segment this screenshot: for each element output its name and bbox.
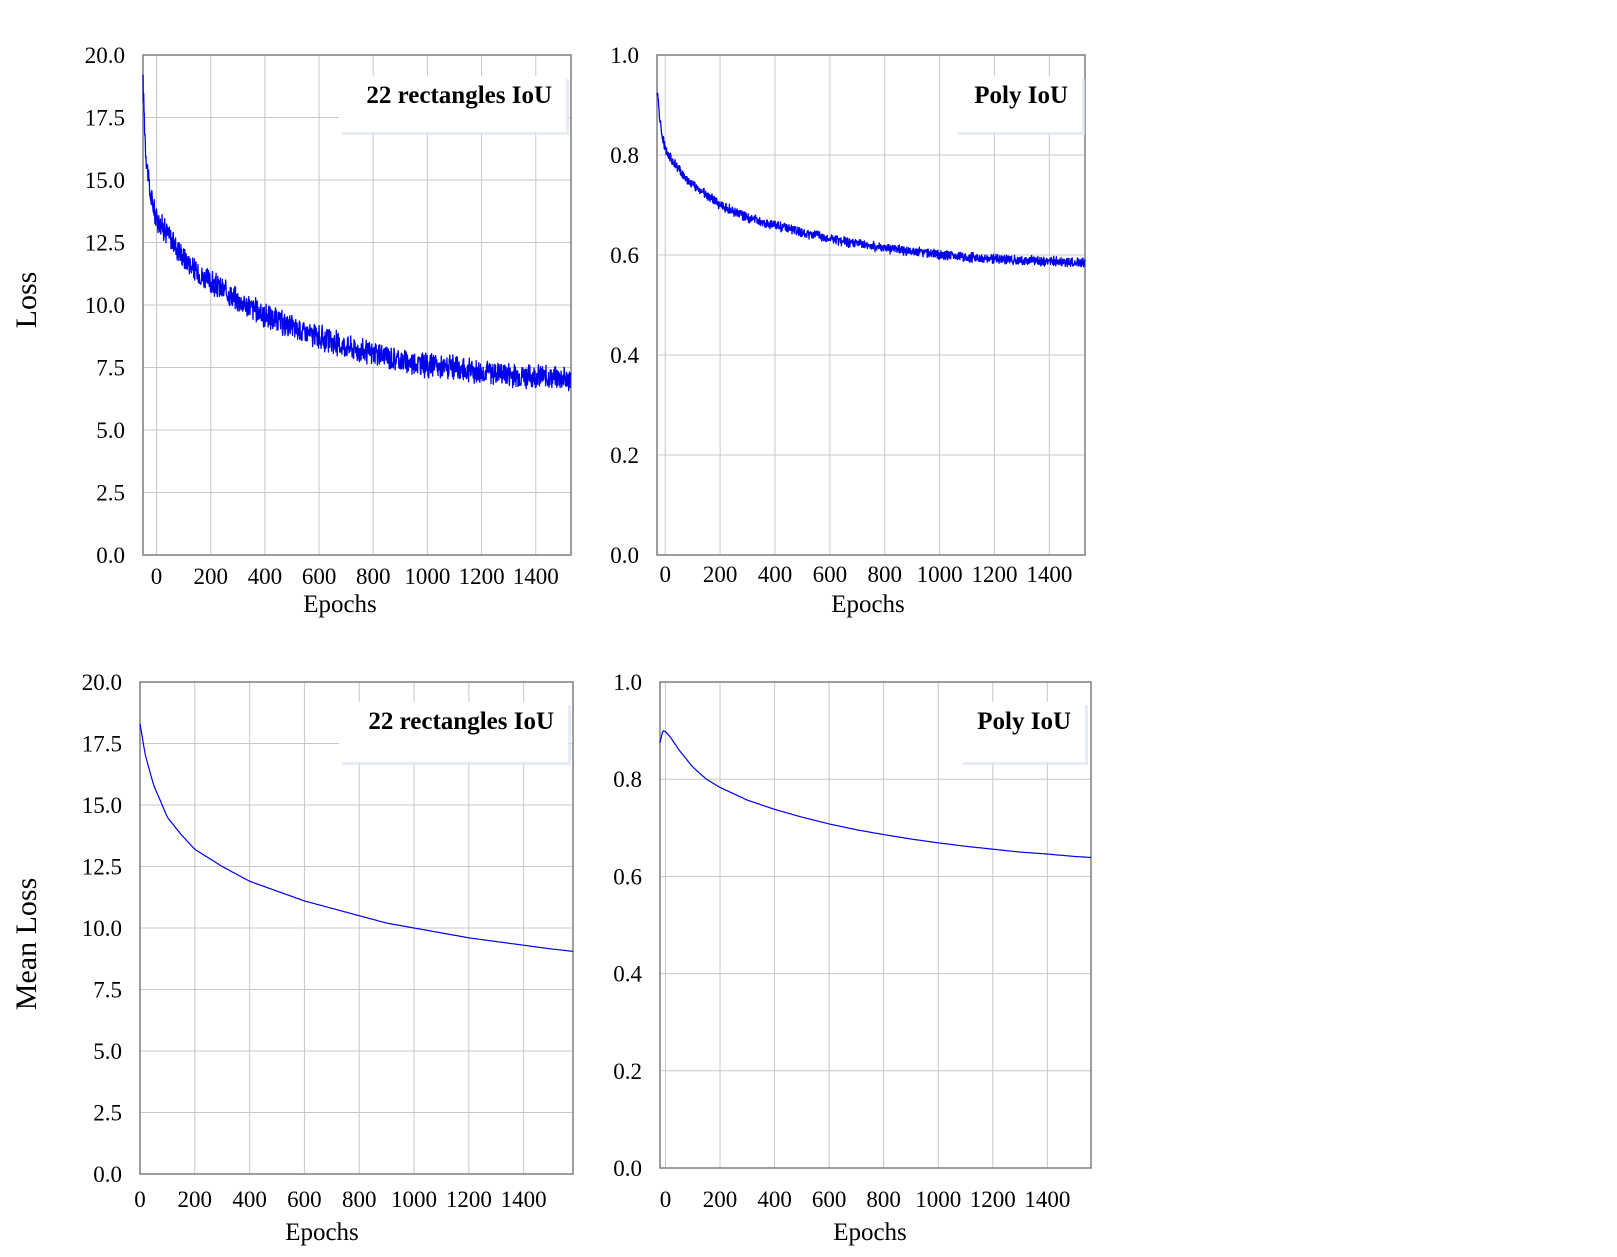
x-axis-title: Epochs xyxy=(285,1219,359,1246)
y-tick-label: 20.0 xyxy=(85,43,125,68)
x-tick-label: 800 xyxy=(342,1187,377,1212)
series-line xyxy=(659,730,1091,858)
x-tick-label: 0 xyxy=(134,1187,146,1212)
title-box xyxy=(959,702,1085,762)
y-tick-label: 7.5 xyxy=(96,356,125,381)
x-tick-label: 0 xyxy=(151,564,163,589)
x-tick-label: 1400 xyxy=(501,1187,547,1212)
x-tick-label: 0 xyxy=(660,1187,672,1212)
y-tick-label: 1.0 xyxy=(613,670,642,695)
y-tick-label: 15.0 xyxy=(82,793,122,818)
x-tick-label: 400 xyxy=(232,1187,267,1212)
chart-panel-4: 0.0 0.2 0.4 0.6 0.8 1.0 0 200 400 600 800 1000 1200 1… xyxy=(613,670,1092,1246)
chart-panel-2: 0.0 0.2 0.4 0.6 0.8 1.0 0 200 400 600 800 1000 1200 1… xyxy=(610,43,1086,618)
title-box xyxy=(339,76,566,132)
y-tick-label: 0.6 xyxy=(610,243,639,268)
y-tick-label: 10.0 xyxy=(85,293,125,318)
y-tick-label: 17.5 xyxy=(82,732,122,757)
y-tick-label: 12.5 xyxy=(85,231,125,256)
row-label-mean-loss: Mean Loss xyxy=(10,878,43,1010)
x-tick-label: 200 xyxy=(703,1187,738,1212)
y-tick-label: 5.0 xyxy=(93,1039,122,1064)
chart-title: Poly IoU xyxy=(974,82,1068,109)
y-tick-label: 7.5 xyxy=(93,978,122,1003)
x-tick-label: 200 xyxy=(193,564,228,589)
x-tick-label: 1200 xyxy=(459,564,505,589)
x-tick-label: 1400 xyxy=(513,564,559,589)
y-tick-label: 0.4 xyxy=(610,343,639,368)
y-tick-label: 15.0 xyxy=(85,168,125,193)
y-tick-label: 2.5 xyxy=(96,481,125,506)
x-tick-label: 600 xyxy=(812,1187,847,1212)
x-tick-label: 1400 xyxy=(1026,562,1072,587)
y-tick-label: 0.4 xyxy=(613,962,642,987)
x-tick-label: 1000 xyxy=(915,1187,961,1212)
y-tick-label: 0.0 xyxy=(96,543,125,568)
y-tick-label: 20.0 xyxy=(82,670,122,695)
x-tick-label: 600 xyxy=(813,562,848,587)
y-tick-label: 0.0 xyxy=(93,1162,122,1187)
plot-frame xyxy=(659,681,1092,1169)
title-box xyxy=(955,76,1082,132)
x-tick-label: 1400 xyxy=(1024,1187,1070,1212)
y-tick-label: 0.2 xyxy=(610,443,639,468)
x-tick-label: 400 xyxy=(757,1187,792,1212)
plot-frame xyxy=(656,54,1086,556)
x-tick-label: 800 xyxy=(867,562,902,587)
x-tick-label: 600 xyxy=(302,564,337,589)
y-tick-label: 10.0 xyxy=(82,916,122,941)
x-tick-label: 200 xyxy=(703,562,738,587)
x-tick-label: 800 xyxy=(866,1187,901,1212)
x-tick-label: 1200 xyxy=(446,1187,492,1212)
y-tick-label: 1.0 xyxy=(610,43,639,68)
x-tick-label: 1200 xyxy=(971,562,1017,587)
x-axis-title: Epochs xyxy=(833,1219,907,1246)
chart-title: Poly IoU xyxy=(977,708,1071,735)
x-tick-label: 0 xyxy=(659,562,671,587)
series-line xyxy=(656,92,1086,268)
y-tick-label: 0.2 xyxy=(613,1059,642,1084)
x-tick-label: 600 xyxy=(287,1187,322,1212)
plot-frame xyxy=(139,681,574,1175)
series-line xyxy=(142,74,572,392)
x-tick-label: 1000 xyxy=(917,562,963,587)
series-line xyxy=(139,723,574,952)
x-tick-label: 800 xyxy=(356,564,391,589)
y-tick-label: 0.0 xyxy=(613,1156,642,1181)
x-tick-label: 400 xyxy=(248,564,283,589)
chart-panel-1: 0.0 2.5 5.0 7.5 10.0 12.5 15.0 17.5 20.0 0 200 400 6… xyxy=(85,43,572,618)
x-axis-title: Epochs xyxy=(831,591,905,618)
plot-frame xyxy=(142,54,572,556)
x-axis-title: Epochs xyxy=(303,591,377,618)
y-tick-label: 2.5 xyxy=(93,1101,122,1126)
y-tick-label: 12.5 xyxy=(82,855,122,880)
row-label-loss: Loss xyxy=(10,272,43,329)
chart-title: 22 rectangles IoU xyxy=(366,82,552,109)
x-tick-label: 1200 xyxy=(970,1187,1016,1212)
y-tick-label: 0.8 xyxy=(610,143,639,168)
x-tick-label: 1000 xyxy=(404,564,450,589)
y-tick-label: 0.6 xyxy=(613,864,642,889)
y-tick-label: 17.5 xyxy=(85,106,125,131)
x-tick-label: 400 xyxy=(758,562,793,587)
y-tick-label: 5.0 xyxy=(96,418,125,443)
x-tick-label: 1000 xyxy=(391,1187,437,1212)
chart-panel-3: 0.0 2.5 5.0 7.5 10.0 12.5 15.0 17.5 20.0 0 200 400 6… xyxy=(82,670,574,1246)
title-box xyxy=(339,702,568,762)
y-tick-label: 0.8 xyxy=(613,767,642,792)
x-tick-label: 200 xyxy=(178,1187,213,1212)
chart-title: 22 rectangles IoU xyxy=(368,708,554,735)
y-tick-label: 0.0 xyxy=(610,543,639,568)
